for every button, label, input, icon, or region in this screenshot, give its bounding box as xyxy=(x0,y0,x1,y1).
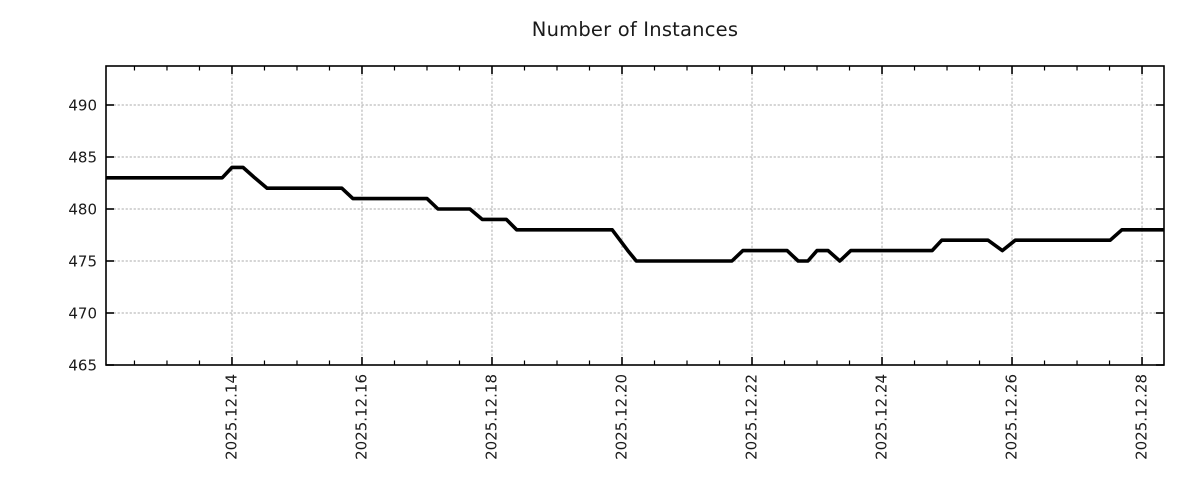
x-tick-label: 2025.12.16 xyxy=(352,374,370,460)
x-tick-label: 2025.12.18 xyxy=(482,374,500,460)
y-tick-label: 480 xyxy=(68,201,97,219)
x-tick-label: 2025.12.24 xyxy=(873,374,891,460)
y-tick-label: 475 xyxy=(68,253,97,271)
x-tick-label: 2025.12.22 xyxy=(743,374,761,460)
plot-border xyxy=(105,65,1165,366)
series-line xyxy=(105,165,1165,263)
y-tick-label: 470 xyxy=(68,305,97,323)
x-tick-label: 2025.12.20 xyxy=(612,374,630,460)
y-tick-label: 485 xyxy=(68,149,97,167)
y-tick-label: 465 xyxy=(68,357,97,375)
x-tick-label: 2025.12.26 xyxy=(1003,374,1021,460)
chart-title: Number of Instances xyxy=(531,18,739,41)
y-tick-label: 490 xyxy=(68,97,97,115)
x-tick-label: 2025.12.14 xyxy=(222,374,240,460)
x-tick-label: 2025.12.28 xyxy=(1133,374,1151,460)
